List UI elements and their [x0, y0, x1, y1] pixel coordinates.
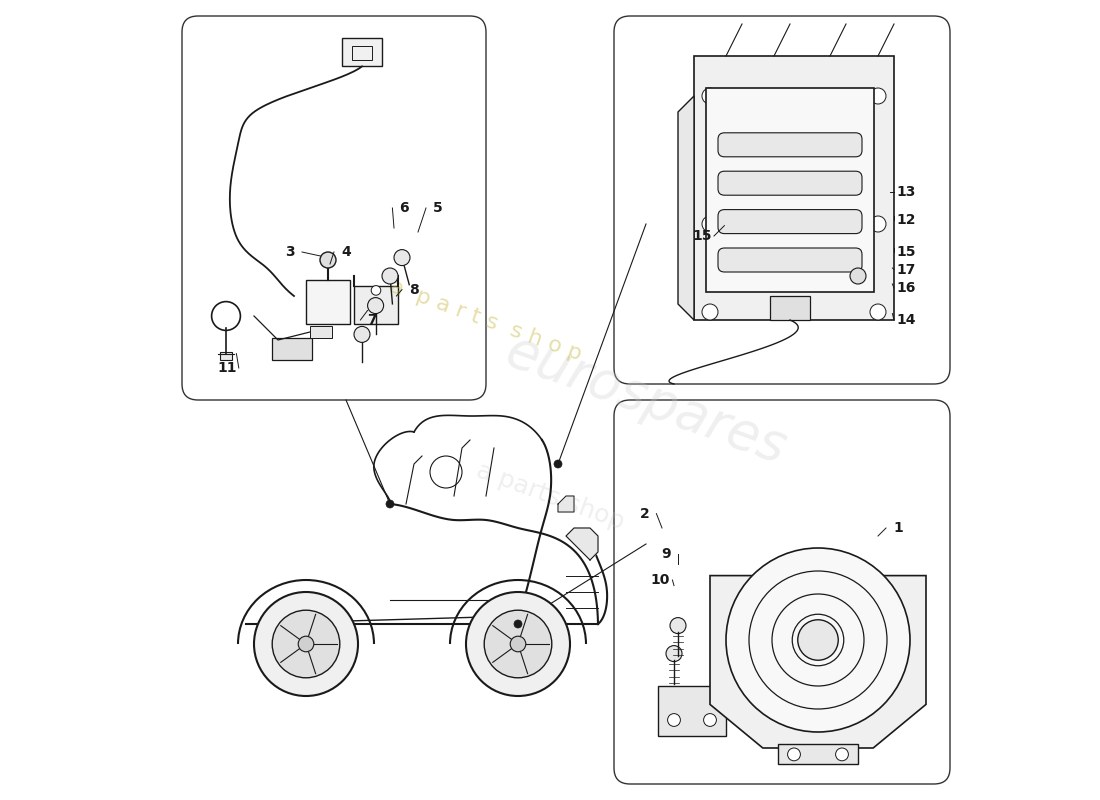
Circle shape — [870, 88, 886, 104]
Polygon shape — [678, 96, 694, 320]
Circle shape — [836, 748, 848, 761]
Circle shape — [514, 620, 522, 628]
Text: 14: 14 — [896, 313, 915, 327]
Text: 12: 12 — [896, 213, 915, 227]
Text: 1: 1 — [893, 521, 903, 535]
Text: 3: 3 — [285, 245, 295, 259]
Bar — [770, 296, 810, 320]
Bar — [706, 88, 875, 292]
Text: 11: 11 — [217, 361, 236, 375]
Circle shape — [254, 592, 358, 696]
Bar — [306, 280, 350, 324]
Bar — [352, 46, 372, 60]
Text: 2: 2 — [639, 506, 649, 521]
Text: 15: 15 — [692, 229, 712, 243]
Circle shape — [386, 500, 394, 508]
Circle shape — [798, 620, 838, 660]
Circle shape — [870, 304, 886, 320]
Circle shape — [354, 326, 370, 342]
Circle shape — [702, 304, 718, 320]
Bar — [273, 338, 312, 360]
Text: a parts shop: a parts shop — [473, 458, 627, 534]
Circle shape — [554, 460, 562, 468]
Circle shape — [870, 216, 886, 232]
Polygon shape — [558, 496, 574, 512]
Circle shape — [466, 592, 570, 696]
Bar — [354, 286, 398, 324]
Circle shape — [484, 610, 552, 678]
Text: a  p a r t s  s h o p: a p a r t s s h o p — [387, 276, 585, 364]
Circle shape — [850, 268, 866, 284]
Circle shape — [272, 610, 340, 678]
FancyBboxPatch shape — [718, 210, 862, 234]
Circle shape — [668, 714, 681, 726]
Text: 6: 6 — [399, 201, 409, 215]
Circle shape — [371, 286, 381, 295]
Circle shape — [702, 216, 718, 232]
Circle shape — [704, 714, 716, 726]
Circle shape — [670, 618, 686, 634]
FancyBboxPatch shape — [718, 133, 862, 157]
Bar — [778, 744, 858, 764]
Bar — [220, 352, 232, 360]
Text: 16: 16 — [896, 281, 915, 295]
Text: 5: 5 — [433, 201, 443, 215]
Polygon shape — [566, 528, 598, 560]
Circle shape — [370, 298, 383, 311]
Circle shape — [298, 636, 314, 652]
Bar — [310, 326, 332, 338]
FancyBboxPatch shape — [718, 171, 862, 195]
Text: 13: 13 — [896, 185, 915, 199]
Circle shape — [320, 252, 336, 268]
Circle shape — [394, 250, 410, 266]
FancyBboxPatch shape — [718, 248, 862, 272]
Polygon shape — [710, 576, 926, 748]
Text: 10: 10 — [651, 573, 670, 587]
Circle shape — [367, 298, 384, 314]
Circle shape — [382, 268, 398, 284]
Circle shape — [788, 748, 801, 761]
Text: 8: 8 — [409, 282, 419, 297]
Circle shape — [510, 636, 526, 652]
Circle shape — [726, 548, 910, 732]
Text: 9: 9 — [661, 546, 671, 561]
Bar — [694, 56, 894, 320]
Text: 7: 7 — [367, 313, 377, 327]
Bar — [342, 38, 382, 66]
Text: eurospares: eurospares — [498, 325, 793, 475]
Circle shape — [702, 88, 718, 104]
Text: 17: 17 — [896, 262, 915, 277]
Text: 4: 4 — [341, 245, 351, 259]
Circle shape — [666, 646, 682, 662]
Text: 15: 15 — [896, 245, 915, 259]
Bar — [658, 686, 726, 736]
